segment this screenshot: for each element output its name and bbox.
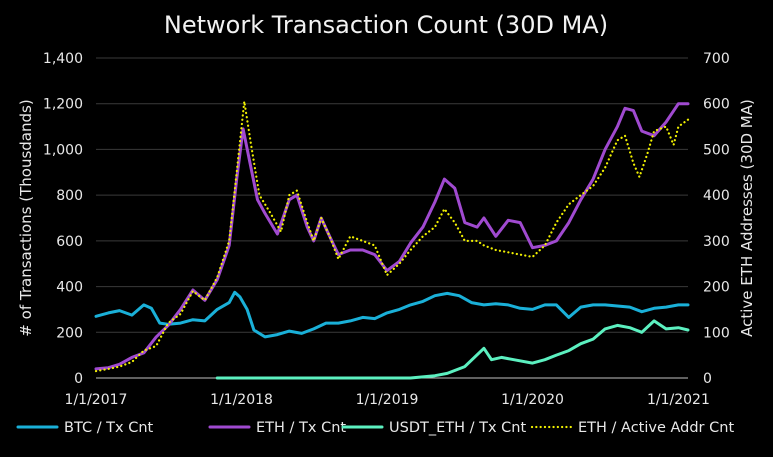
y-left-tick-label: 800 — [56, 188, 83, 204]
x-tick-label: 1/1/2019 — [356, 392, 419, 408]
series-line-0 — [94, 290, 690, 339]
y-right-tick-label: 500 — [703, 142, 730, 158]
legend-label: BTC / Tx Cnt — [64, 420, 154, 436]
y-right-tick-label: 200 — [703, 280, 730, 296]
series-line-1 — [94, 102, 690, 371]
x-tick-label: 1/1/2020 — [501, 392, 564, 408]
y-right-tick-label: 400 — [703, 188, 730, 204]
y-left-tick-label: 1,000 — [43, 142, 83, 158]
legend-label: ETH / Tx Cnt — [256, 420, 346, 436]
y-left-tick-label: 200 — [56, 325, 83, 341]
x-tick-label: 1/1/2017 — [65, 392, 128, 408]
series-line-2 — [215, 319, 690, 380]
x-tick-label: 1/1/2021 — [647, 392, 710, 408]
series-layer — [94, 100, 690, 380]
y-right-tick-label: 300 — [703, 234, 730, 250]
legend-label: USDT_ETH / Tx Cnt — [389, 420, 526, 436]
y-axis-left-ticks: 0 200 400 600 800 1,000 1,200 1,400 — [43, 51, 83, 387]
y-axis-left-title: # of Transactions (Thousdands) — [17, 99, 35, 336]
y-axis-right-title: Active ETH Addresses (30D MA) — [738, 99, 756, 337]
y-left-tick-label: 1,200 — [43, 97, 83, 113]
y-axis-right-ticks: 0 100 200 300 400 500 600 700 — [703, 51, 730, 387]
y-right-tick-label: 0 — [703, 371, 712, 387]
x-axis-ticks: 1/1/2017 1/1/2018 1/1/2019 1/1/2020 1/1/2021 — [65, 392, 710, 408]
chart-title: Network Transaction Count (30D MA) — [164, 11, 608, 39]
x-tick-label: 1/1/2018 — [210, 392, 273, 408]
y-left-tick-label: 1,400 — [43, 51, 83, 67]
y-right-tick-label: 100 — [703, 325, 730, 341]
series-line-3 — [94, 100, 690, 373]
legend: BTC / Tx Cnt ETH / Tx Cnt USDT_ETH / Tx Cn… — [16, 420, 734, 436]
y-right-tick-label: 600 — [703, 97, 730, 113]
y-left-tick-label: 400 — [56, 280, 83, 296]
grid-lines — [96, 57, 688, 333]
legend-label: ETH / Active Addr Cnt — [578, 420, 734, 436]
y-left-tick-label: 0 — [74, 371, 83, 387]
y-right-tick-label: 700 — [703, 51, 730, 67]
y-left-tick-label: 600 — [56, 234, 83, 250]
